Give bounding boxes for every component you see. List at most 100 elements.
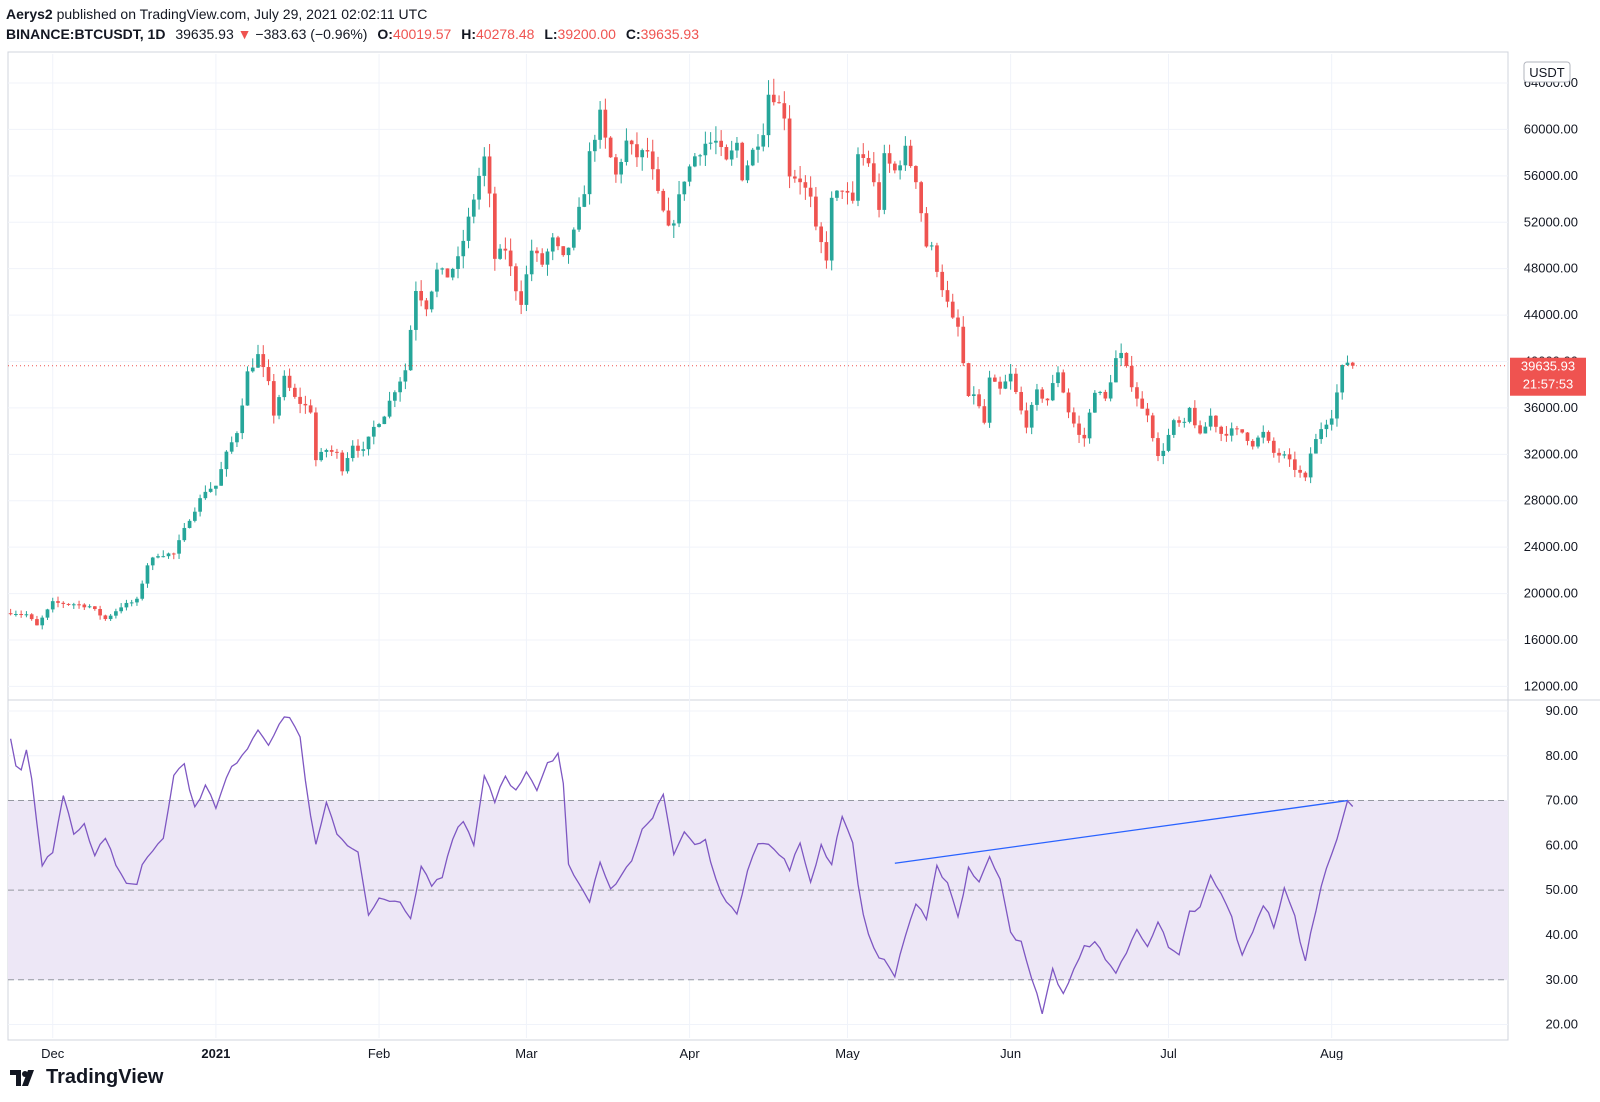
candle-body-down bbox=[914, 166, 918, 183]
candle-body-up bbox=[324, 450, 329, 452]
price-rsi-chart[interactable]: 12000.00 16000.00 20000.00 24000.00 28000.00… bbox=[0, 0, 1600, 1060]
candle-body-down bbox=[1177, 420, 1181, 423]
candle-body-down bbox=[356, 445, 360, 451]
candle-body-down bbox=[956, 317, 960, 327]
low-value: 39200.00 bbox=[557, 26, 616, 42]
candle-body-down bbox=[871, 163, 876, 183]
candle-body-up bbox=[1166, 434, 1171, 451]
candle-body-down bbox=[82, 604, 87, 608]
candle-body-up bbox=[929, 245, 934, 247]
candle-body-up bbox=[1335, 392, 1339, 419]
candle-body-down bbox=[1240, 429, 1245, 433]
candle-body-down bbox=[614, 157, 618, 175]
candle-body-down bbox=[1077, 423, 1081, 435]
candle-body-up bbox=[382, 416, 387, 425]
candle-body-down bbox=[945, 290, 950, 302]
candle-body-up bbox=[129, 602, 134, 604]
candle-body-up bbox=[1119, 352, 1123, 359]
candle-body-up bbox=[498, 248, 502, 259]
candle-body-up bbox=[1345, 362, 1350, 366]
candle-body-down bbox=[866, 157, 871, 164]
candle-body-down bbox=[1198, 425, 1202, 434]
candle-body-down bbox=[850, 192, 855, 201]
price-tick-label: 44000.00 bbox=[1524, 307, 1578, 322]
rsi-trendline bbox=[894, 799, 1348, 864]
candle-body-down bbox=[303, 403, 308, 406]
currency-badge[interactable]: USDT bbox=[1523, 61, 1571, 83]
candle-body-up bbox=[1093, 392, 1097, 413]
candle-body-down bbox=[650, 151, 655, 170]
candle-body-up bbox=[750, 149, 755, 166]
candle-body-up bbox=[1187, 407, 1192, 422]
price-tick-label: 60000.00 bbox=[1524, 121, 1578, 136]
candle-body-up bbox=[550, 237, 555, 252]
candle-body-up bbox=[1035, 389, 1039, 405]
candle-body-up bbox=[1340, 365, 1345, 393]
candle-body-up bbox=[671, 223, 676, 226]
candle-body-down bbox=[661, 190, 666, 211]
candle-body-down bbox=[293, 387, 297, 397]
candle-body-up bbox=[1319, 429, 1323, 440]
time-tick-label: Apr bbox=[679, 1046, 700, 1060]
candle-body-up bbox=[229, 442, 234, 452]
candle-body-up bbox=[566, 247, 571, 256]
candle-body-down bbox=[808, 187, 813, 197]
candle-body-up bbox=[1208, 415, 1213, 427]
candle-body-up bbox=[398, 381, 402, 393]
candle-body-down bbox=[877, 182, 881, 210]
candle-body-down bbox=[893, 163, 897, 171]
candle-body-up bbox=[1003, 381, 1008, 389]
rsi-tick-label: 40.00 bbox=[1545, 927, 1578, 942]
price-change: −383.63 (−0.96%) bbox=[255, 26, 368, 42]
open-label: O: bbox=[377, 26, 393, 42]
candle-body-down bbox=[103, 615, 108, 620]
candle-body-up bbox=[735, 142, 739, 151]
candle-body-down bbox=[787, 118, 792, 177]
candle-body-down bbox=[924, 213, 929, 247]
candle-body-up bbox=[24, 614, 29, 616]
candle-body-up bbox=[640, 150, 645, 158]
candle-body-up bbox=[756, 146, 760, 150]
author-name[interactable]: Aerys2 bbox=[6, 6, 53, 22]
candle-body-down bbox=[1271, 440, 1276, 453]
candle-body-down bbox=[940, 271, 945, 291]
candle-body-down bbox=[1019, 392, 1023, 411]
candle-body-up bbox=[235, 433, 239, 443]
candle-body-up bbox=[466, 216, 471, 241]
price-tick-label: 52000.00 bbox=[1524, 214, 1578, 229]
candle-body-up bbox=[371, 426, 376, 437]
candle-body-down bbox=[487, 156, 492, 194]
candle-body-up bbox=[87, 606, 92, 608]
candle-body-down bbox=[171, 553, 176, 555]
tradingview-logo[interactable]: TradingView bbox=[10, 1066, 163, 1089]
high-value: 40278.48 bbox=[476, 26, 535, 42]
time-tick-label: Jul bbox=[1160, 1046, 1177, 1060]
candle-body-down bbox=[424, 300, 429, 310]
candle-body-down bbox=[919, 182, 923, 214]
candle-body-down bbox=[1061, 372, 1066, 393]
candle-body-up bbox=[619, 162, 623, 175]
candle-body-down bbox=[493, 193, 497, 259]
bar-countdown: 21:57:53 bbox=[1523, 377, 1574, 392]
candle-body-down bbox=[56, 601, 60, 603]
candle-body-down bbox=[771, 94, 776, 103]
candle-body-down bbox=[1103, 391, 1108, 399]
candle-body-up bbox=[529, 250, 534, 275]
candle-body-up bbox=[240, 405, 245, 434]
candle-body-down bbox=[266, 367, 271, 382]
candle-body-up bbox=[1229, 428, 1234, 436]
candle-body-down bbox=[1350, 362, 1355, 366]
candle-body-down bbox=[1266, 431, 1271, 441]
candle-body-up bbox=[177, 540, 181, 554]
candle-body-up bbox=[898, 165, 902, 171]
rsi-layer bbox=[9, 716, 1354, 1014]
candle-body-up bbox=[150, 557, 155, 566]
symbol-line: BINANCE:BTCUSDT, 1D 39635.93 ▼ −383.63 (… bbox=[6, 26, 699, 42]
candle-body-down bbox=[861, 154, 866, 158]
candle-body-up bbox=[361, 449, 366, 451]
candle-body-up bbox=[135, 598, 139, 603]
rsi-tick-label: 30.00 bbox=[1545, 972, 1578, 987]
candle-body-up bbox=[403, 370, 408, 382]
candle-body-down bbox=[635, 144, 639, 158]
rsi-line bbox=[9, 716, 1354, 1014]
